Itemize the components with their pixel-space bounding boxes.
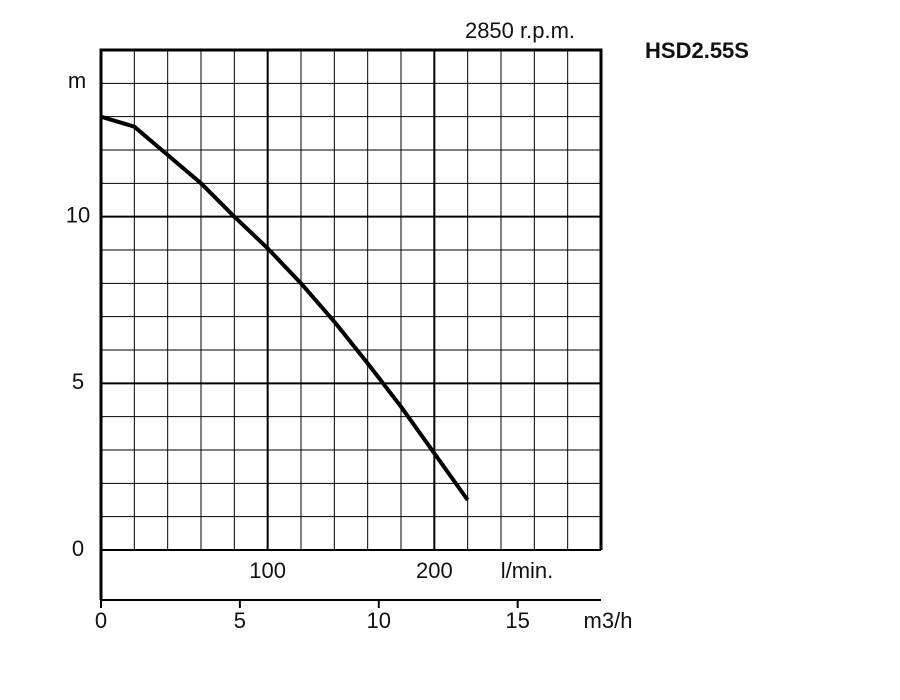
x2-tick-label: 10 [367,608,391,633]
x-axis-label: l/min. [501,558,554,583]
y-tick-label: 0 [72,536,84,561]
y-tick-label: 5 [72,369,84,394]
x2-tick-label: 0 [95,608,107,633]
x2-tick-label: 5 [234,608,246,633]
x-tick-label: 200 [416,558,453,583]
x2-axis-label: m3/h [584,608,633,633]
x2-tick-label: 15 [505,608,529,633]
y-axis-label: m [68,68,86,93]
chart-subtitle: 2850 r.p.m. [465,18,575,43]
curve [100,114,470,502]
chart-title: HSD2.55S [645,38,749,63]
y-tick-label: 10 [66,202,90,227]
x-tick-label: 100 [249,558,286,583]
frame [99,48,603,600]
